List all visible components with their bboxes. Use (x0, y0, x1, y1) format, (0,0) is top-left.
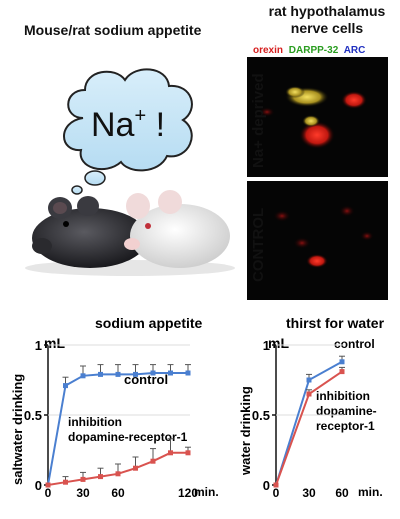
y-tick-label: 0.5 (252, 408, 270, 423)
chart2-x-suffix: min. (358, 485, 383, 499)
x-tick-label: 30 (302, 486, 316, 500)
data-point (115, 371, 121, 377)
y-tick-label: 0 (35, 478, 42, 493)
data-point (150, 370, 156, 376)
chart2-label-inhib-1: inhibition (316, 389, 370, 403)
chart1-title: sodium appetite (95, 315, 203, 331)
thought-dot-large (84, 170, 106, 186)
chart1-axes: 0 0.5 1 0 30 60 120 (24, 338, 198, 500)
yellow-cell (285, 86, 305, 98)
thought-bubble: Na+ ! (63, 68, 193, 195)
x-tick-label: 60 (111, 486, 125, 500)
chart1-label-inhib-1: inhibition (68, 415, 122, 429)
chart2-unit: mL (268, 335, 289, 351)
right-title-line2: nerve cells (290, 20, 364, 36)
x-tick-label: 0 (273, 486, 280, 500)
y-tick-label: 0 (263, 478, 270, 493)
red-cell (341, 91, 367, 109)
y-tick-label: 0.5 (24, 408, 42, 423)
legend-arc: ARC (343, 45, 366, 56)
data-point (306, 377, 312, 383)
dim-cell (273, 210, 291, 222)
black-mouse (32, 196, 148, 268)
data-point (273, 482, 279, 488)
chart2-label-inhib-3: receptor-1 (316, 419, 375, 433)
right-title-line1: rat hypothalamus (268, 3, 386, 19)
chart1-ylabel: saltwater drinking (10, 374, 25, 485)
data-point (98, 474, 103, 480)
data-point (339, 359, 345, 365)
data-point (150, 458, 156, 464)
dim-cell (339, 205, 355, 217)
data-point (115, 471, 121, 477)
label-control: CONTROL (250, 207, 267, 282)
label-na-deprived: Na+ deprived (250, 73, 267, 168)
x-tick-label: 30 (76, 486, 90, 500)
dim-cell (360, 231, 374, 241)
legend-darpp32: DARPP-32 (288, 45, 339, 56)
chart1-x-suffix: min. (194, 485, 219, 499)
data-point (168, 370, 173, 376)
stain-legend: orexin DARPP-32 ARC (253, 45, 368, 56)
red-cell (306, 254, 328, 268)
microscopy-na-deprived (247, 57, 388, 177)
chart2-marks (273, 355, 345, 488)
red-cell (299, 121, 335, 149)
legend-orexin: orexin (253, 45, 284, 56)
microscopy-control (247, 181, 388, 300)
data-point (133, 371, 138, 377)
chart2-axes: 0 0.5 1 0 30 60 (252, 338, 349, 500)
y-tick-label: 1 (263, 338, 270, 353)
x-tick-label: 60 (335, 486, 349, 500)
dim-cell (293, 237, 311, 249)
chart2-title: thirst for water (286, 315, 385, 331)
chart2-label-inhib-2: dopamine- (316, 404, 377, 418)
data-point (80, 373, 86, 379)
charts: sodium appetite saltwater drinking mL co… (10, 315, 385, 500)
data-point (185, 370, 191, 376)
chart2-label-control: control (334, 337, 375, 351)
micrograph-na-deprived (259, 86, 367, 149)
white-mouse (124, 190, 230, 268)
right-title: rat hypothalamus nerve cells (263, 3, 391, 37)
data-point (306, 391, 312, 397)
chart1-label-inhib-2: dopamine-receptor-1 (68, 430, 188, 444)
data-point (339, 369, 345, 375)
data-point (98, 371, 103, 377)
thought-dot-small (71, 185, 83, 195)
dim-cell (259, 107, 275, 117)
y-tick-label: 1 (35, 338, 42, 353)
data-point (63, 479, 68, 485)
data-point (168, 450, 173, 456)
chart1-unit: mL (44, 335, 65, 351)
chart2-ylabel: water drinking (238, 386, 253, 476)
data-point (133, 465, 138, 471)
data-point (45, 482, 51, 488)
thought-cloud (63, 68, 193, 172)
data-point (63, 383, 68, 389)
micrograph-control (273, 205, 374, 268)
left-title: Mouse/rat sodium appetite (24, 22, 202, 38)
data-point (80, 476, 86, 482)
x-tick-label: 0 (45, 486, 52, 500)
x-tick-label: 120 (178, 486, 198, 500)
yellow-cell (302, 115, 320, 127)
chart1-marks (45, 364, 191, 488)
mice-photo (25, 190, 235, 276)
sodium-text: Na+ ! (91, 105, 165, 144)
data-point (185, 450, 191, 456)
